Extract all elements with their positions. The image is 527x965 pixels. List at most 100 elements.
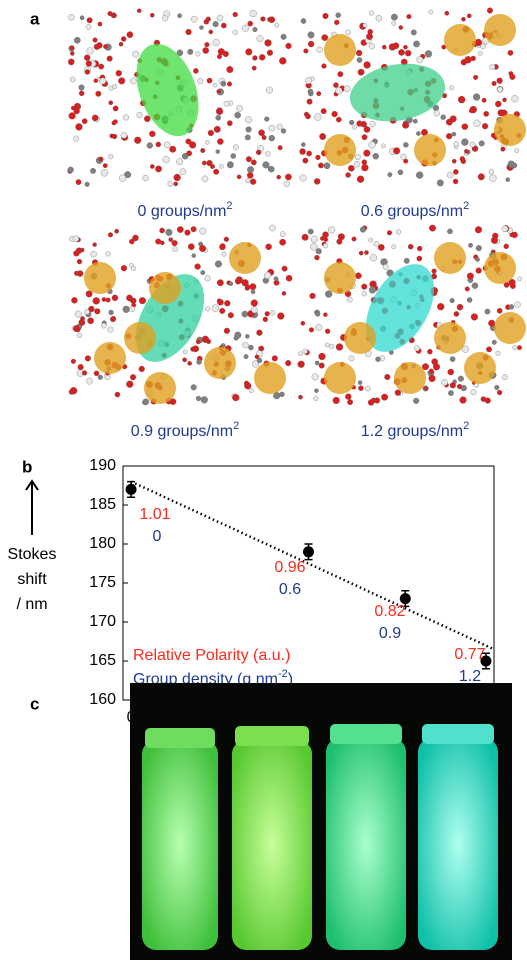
atom: [120, 36, 127, 42]
atom: [300, 18, 307, 24]
atom: [406, 14, 412, 20]
atom: [262, 316, 268, 323]
atom: [236, 105, 243, 112]
y-tick-label: 175: [89, 574, 116, 591]
atom: [362, 22, 368, 28]
atom: [213, 168, 220, 175]
atom: [466, 13, 472, 19]
atom: [345, 393, 352, 400]
atom: [187, 361, 192, 366]
vial-cap: [422, 724, 494, 744]
atom: [335, 343, 344, 351]
atom: [216, 279, 224, 287]
atom: [361, 291, 367, 297]
atom: [78, 90, 85, 97]
group: [84, 262, 116, 294]
atom: [251, 360, 260, 368]
atom: [203, 19, 210, 25]
atom: [102, 163, 108, 169]
atom: [69, 76, 76, 83]
atom: [223, 327, 230, 334]
atom: [456, 303, 464, 311]
atom: [132, 50, 140, 58]
atom: [98, 156, 104, 162]
y-tick-label: 180: [89, 535, 116, 552]
atom: [464, 286, 470, 292]
atom: [113, 119, 118, 124]
atom: [149, 164, 155, 169]
atom: [149, 12, 155, 18]
caption-sup: 2: [463, 200, 469, 212]
atom: [173, 173, 181, 182]
atom: [285, 173, 292, 181]
atom: [315, 311, 321, 317]
atom: [224, 300, 231, 307]
y-tick-label: 185: [89, 496, 116, 513]
atom: [206, 77, 213, 84]
atom: [336, 116, 342, 123]
atom: [473, 74, 479, 80]
atom: [85, 24, 92, 30]
caption: 1.2 groups/nm2: [361, 420, 469, 440]
atom: [511, 162, 518, 169]
atom: [511, 95, 519, 103]
atom: [249, 283, 257, 291]
group: [229, 242, 261, 274]
atom: [109, 133, 115, 139]
atom: [279, 238, 286, 246]
atom: [453, 311, 460, 317]
vial: [418, 738, 498, 950]
polarity-label: 0.82: [374, 603, 405, 620]
atom: [245, 116, 253, 124]
atom: [73, 135, 80, 142]
atom: [373, 397, 381, 404]
atom: [76, 258, 83, 265]
atom: [138, 365, 145, 373]
atom: [186, 150, 192, 157]
atom: [101, 322, 107, 329]
atom: [162, 156, 170, 164]
atom: [347, 399, 354, 405]
atom: [488, 169, 495, 175]
group: [324, 262, 356, 294]
atom: [407, 243, 414, 250]
atom: [301, 233, 309, 241]
atom: [381, 143, 386, 149]
atom: [129, 306, 136, 312]
atom: [269, 224, 276, 232]
atom: [308, 327, 314, 333]
atom: [324, 342, 330, 348]
atom: [215, 107, 224, 115]
atom: [474, 226, 483, 234]
atom: [456, 383, 463, 390]
atom: [509, 73, 516, 80]
atom: [114, 228, 119, 234]
atom: [398, 25, 404, 30]
atom: [226, 66, 234, 73]
atom: [299, 148, 306, 155]
atom: [262, 161, 270, 169]
atom: [384, 373, 391, 381]
atom: [142, 174, 149, 182]
atom: [391, 21, 396, 26]
atom: [428, 374, 436, 383]
atom: [251, 306, 258, 314]
atom: [129, 374, 137, 381]
atom: [416, 171, 424, 179]
atom: [368, 43, 375, 50]
atom: [318, 162, 324, 169]
atom: [348, 355, 355, 362]
atom: [162, 15, 169, 22]
atom: [268, 166, 275, 173]
atom: [112, 105, 119, 112]
simulation-image: [68, 224, 293, 406]
atom: [91, 114, 99, 122]
atom: [177, 13, 182, 19]
atom: [85, 60, 92, 67]
simulation-image: [67, 8, 292, 188]
atom: [214, 260, 222, 268]
atom: [369, 254, 378, 262]
atom: [131, 265, 137, 271]
atom: [77, 364, 84, 371]
